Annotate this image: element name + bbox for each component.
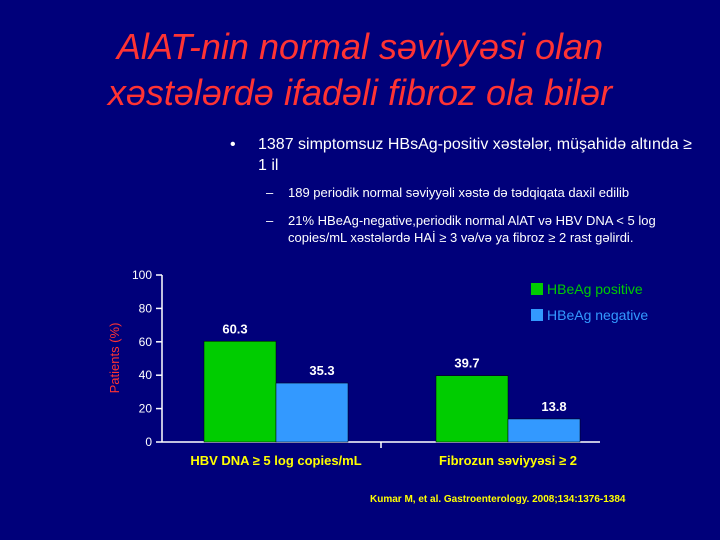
bar-negative-1	[275, 382, 349, 443]
y-tick-label-80: 80	[139, 301, 153, 315]
slide-title-line-2: xəstələrdə ifadəli fibroz ola bilər	[107, 72, 613, 113]
y-tick-label-0: 0	[145, 435, 152, 449]
data-label-positive-2: 39.7	[454, 356, 479, 371]
y-tick-label-60: 60	[139, 335, 153, 349]
bar-positive-2	[435, 375, 509, 443]
bar-positive-1	[203, 341, 277, 443]
legend-swatch-1	[531, 283, 543, 295]
sub-bullet-2: – 21% HBeAg-negative,periodik normal AlA…	[266, 212, 706, 246]
category-label-1: HBV DNA ≥ 5 log copies/mL	[190, 453, 361, 468]
legend-label-1: HBeAg positive	[547, 281, 643, 297]
sub-bullet-1-marker: –	[266, 185, 274, 200]
bullet-marker: •	[230, 136, 236, 153]
data-label-negative-1: 35.3	[309, 363, 334, 378]
main-bullet-text: 1387 simptomsuz HBsAg-positiv xəstələr, …	[258, 136, 692, 174]
data-label-positive-1: 60.3	[222, 321, 247, 336]
y-tick-label-20: 20	[139, 402, 153, 416]
data-label-negative-2: 13.8	[541, 399, 566, 414]
y-tick-label-40: 40	[139, 368, 153, 382]
y-tick-label-100: 100	[132, 268, 152, 282]
citation: Kumar M, et al. Gastroenterology. 2008;1…	[370, 494, 626, 505]
slide-title: AlAT-nin normal səviyyəsi olan xəstələrd…	[0, 24, 720, 116]
sub-bullet-2-text: 21% HBeAg-negative,periodik normal AlAT …	[288, 213, 656, 245]
bar-negative-2	[507, 418, 581, 443]
slide-title-line-1: AlAT-nin normal səviyyəsi olan	[116, 26, 604, 67]
main-bullet: • 1387 simptomsuz HBsAg-positiv xəstələr…	[230, 134, 700, 176]
sub-bullet-1: – 189 periodik normal səviyyəli xəstə də…	[266, 184, 706, 201]
sub-bullet-1-text: 189 periodik normal səviyyəli xəstə də t…	[288, 185, 630, 200]
legend-label-2: HBeAg negative	[547, 307, 648, 323]
legend-swatch-2	[531, 309, 543, 321]
category-label-2: Fibrozun səviyyəsi ≥ 2	[439, 453, 577, 468]
sub-bullet-2-marker: –	[266, 213, 274, 228]
y-axis-label: Patients (%)	[107, 323, 122, 394]
